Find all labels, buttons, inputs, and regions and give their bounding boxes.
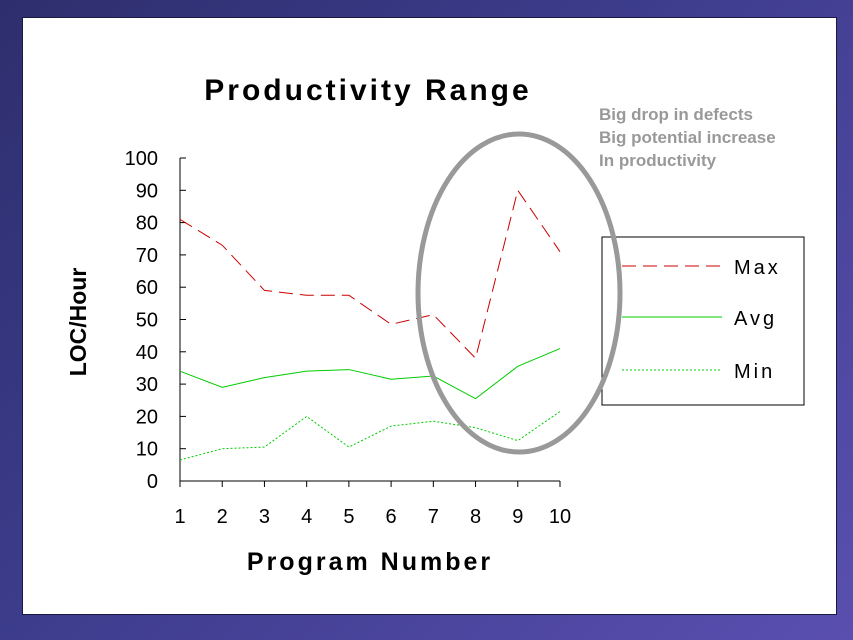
y-tick-label: 10 [136,439,158,461]
y-axis-label: LOC/Hour [65,268,91,377]
highlight-ellipse [415,131,623,455]
y-tick-label: 30 [136,374,158,396]
y-tick-label: 50 [136,310,158,332]
legend-label-min: Min [734,361,775,383]
legend-label-max: Max [734,257,781,279]
y-tick-label: 70 [136,245,158,267]
x-tick-label: 7 [428,506,439,528]
x-axis-label: Program Number [247,548,493,576]
x-tick-label: 6 [386,506,397,528]
y-tick-label: 40 [136,342,158,364]
series-line-min [179,411,561,461]
annotation-group: Big drop in defects Big potential increa… [599,105,776,170]
y-tick-label: 90 [136,180,158,202]
legend-label-avg: Avg [734,308,777,330]
x-tick-label: 5 [343,506,354,528]
annotation-line-3: In productivity [599,151,717,170]
series-line-max [179,189,561,360]
y-tick-label: 80 [136,213,158,235]
x-tick-label: 10 [549,506,571,528]
legend: Max Avg Min [622,257,781,383]
x-tick-label: 4 [301,506,312,528]
annotation-line-2: Big potential increase [599,128,776,147]
series-lines [179,189,561,461]
y-tick-label: 20 [136,406,158,428]
y-tick-label: 60 [136,277,158,299]
y-tick-label: 0 [147,471,158,493]
x-tick-label: 8 [470,506,481,528]
annotation-line-1: Big drop in defects [599,105,753,124]
x-tick-label: 1 [174,506,185,528]
series-line-avg [179,348,561,400]
y-ticks: 0 10 20 30 40 50 60 70 80 90 100 [125,148,186,493]
x-tick-label: 9 [512,506,523,528]
chart-title: Productivity Range [204,74,531,107]
legend-box [601,236,805,406]
x-tick-label: 2 [217,506,228,528]
y-tick-label: 100 [125,148,158,170]
x-tick-label: 3 [259,506,270,528]
x-ticks: 1 2 3 4 5 6 7 8 9 10 [174,481,571,528]
